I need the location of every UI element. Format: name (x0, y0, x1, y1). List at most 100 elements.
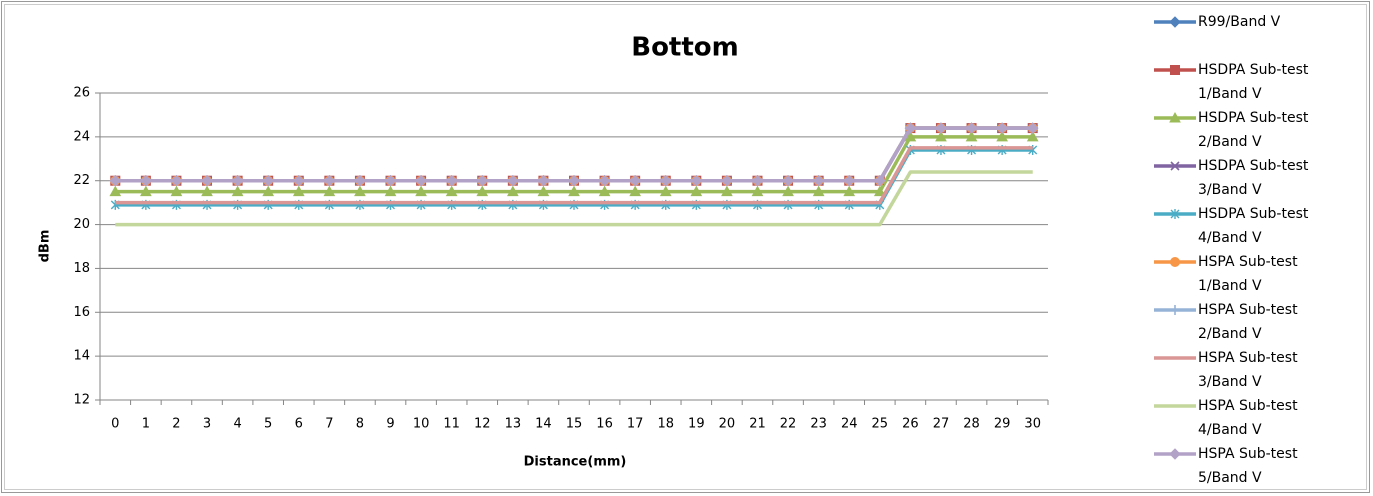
marker (1026, 130, 1039, 142)
marker (445, 175, 458, 187)
marker (262, 175, 274, 187)
legend-label: HSPA Sub-test 4/Band V (1198, 398, 1298, 438)
marker (965, 130, 978, 142)
marker (598, 175, 611, 187)
x-tick-label: 4 (233, 417, 241, 432)
marker (1169, 111, 1181, 123)
legend-label: HSDPA Sub-test 2/Band V (1198, 110, 1309, 150)
x-tick-label: 2 (172, 417, 180, 432)
marker (109, 185, 122, 197)
x-tick-label: 18 (657, 417, 674, 432)
x-tick-label: 0 (111, 417, 119, 432)
marker (904, 130, 917, 142)
marker (354, 185, 366, 197)
marker (996, 122, 1008, 134)
legend-item: HSDPA Sub-test 1/Band V (1152, 58, 1352, 104)
y-tick-label: 22 (73, 173, 90, 188)
marker (751, 175, 764, 187)
marker (1169, 448, 1181, 460)
marker (323, 185, 336, 197)
y-tick-label: 26 (73, 86, 90, 101)
marker (935, 122, 947, 134)
marker (568, 185, 580, 197)
legend-label: HSPA Sub-test 3/Band V (1198, 350, 1298, 390)
x-tick-label: 8 (356, 417, 364, 432)
legend-swatch (1154, 209, 1196, 219)
marker (1170, 257, 1180, 267)
marker (1170, 305, 1180, 315)
marker (996, 130, 1008, 142)
marker (751, 185, 764, 197)
marker (507, 175, 519, 187)
marker (690, 185, 703, 197)
marker (965, 122, 978, 134)
marker (568, 175, 580, 187)
x-tick-label: 28 (963, 417, 980, 432)
x-tick-label: 20 (719, 417, 736, 432)
marker (1170, 65, 1180, 75)
legend-item: HSPA Sub-test 4/Band V (1152, 394, 1352, 440)
x-tick-label: 15 (566, 417, 583, 432)
marker (140, 175, 152, 187)
legend-item: HSPA Sub-test 5/Band V (1152, 442, 1352, 488)
legend-label: HSPA Sub-test 2/Band V (1198, 302, 1298, 342)
legend-swatch (1154, 16, 1196, 28)
marker (1169, 16, 1181, 28)
marker (812, 175, 825, 187)
marker (690, 175, 703, 187)
x-tick-label: 1 (142, 417, 150, 432)
legend-label: R99/Band V (1198, 14, 1281, 30)
marker (537, 175, 550, 187)
marker (293, 175, 305, 187)
marker (231, 175, 244, 187)
x-tick-label: 13 (505, 417, 522, 432)
x-tick-label: 22 (780, 417, 797, 432)
x-tick-label: 9 (386, 417, 394, 432)
x-tick-label: 25 (872, 417, 889, 432)
legend-label: HSPA Sub-test 5/Band V (1198, 446, 1298, 486)
x-tick-label: 12 (474, 417, 491, 432)
marker (629, 175, 641, 187)
marker (231, 185, 244, 197)
x-tick-label: 10 (413, 417, 430, 432)
x-tick-label: 7 (325, 417, 333, 432)
y-axis-label: dBm (38, 230, 53, 263)
legend-swatch (1154, 404, 1196, 408)
marker (935, 130, 947, 142)
marker (629, 185, 642, 197)
marker (1027, 122, 1039, 134)
legend-item: HSDPA Sub-test 2/Band V (1152, 106, 1352, 152)
x-tick-label: 26 (902, 417, 919, 432)
y-tick-label: 12 (73, 393, 90, 408)
legend-label: HSDPA Sub-test 3/Band V (1198, 158, 1309, 198)
legend-item: HSDPA Sub-test 3/Band V (1152, 154, 1352, 200)
marker (170, 175, 183, 187)
legend-swatch (1154, 305, 1196, 315)
y-tick-label: 24 (73, 129, 90, 144)
marker (384, 185, 397, 197)
marker (812, 185, 825, 197)
series-line (115, 146, 1033, 205)
marker (537, 185, 550, 197)
marker (445, 185, 458, 197)
marker (354, 175, 366, 187)
x-tick-label: 16 (596, 417, 613, 432)
legend-swatch (1154, 161, 1196, 171)
x-tick-label: 21 (749, 417, 766, 432)
legend-label: HSPA Sub-test 1/Band V (1198, 254, 1298, 294)
x-tick-label: 3 (203, 417, 211, 432)
legend-item: HSPA Sub-test 2/Band V (1152, 298, 1352, 344)
x-tick-label: 29 (994, 417, 1011, 432)
marker (721, 185, 733, 197)
marker (1170, 161, 1180, 171)
marker (660, 175, 672, 187)
y-tick-label: 14 (73, 349, 90, 364)
x-tick-label: 6 (295, 417, 303, 432)
legend-swatch (1154, 356, 1196, 360)
x-tick-label: 11 (443, 417, 460, 432)
marker (170, 185, 183, 197)
marker (109, 175, 121, 187)
legend-swatch (1154, 65, 1196, 75)
